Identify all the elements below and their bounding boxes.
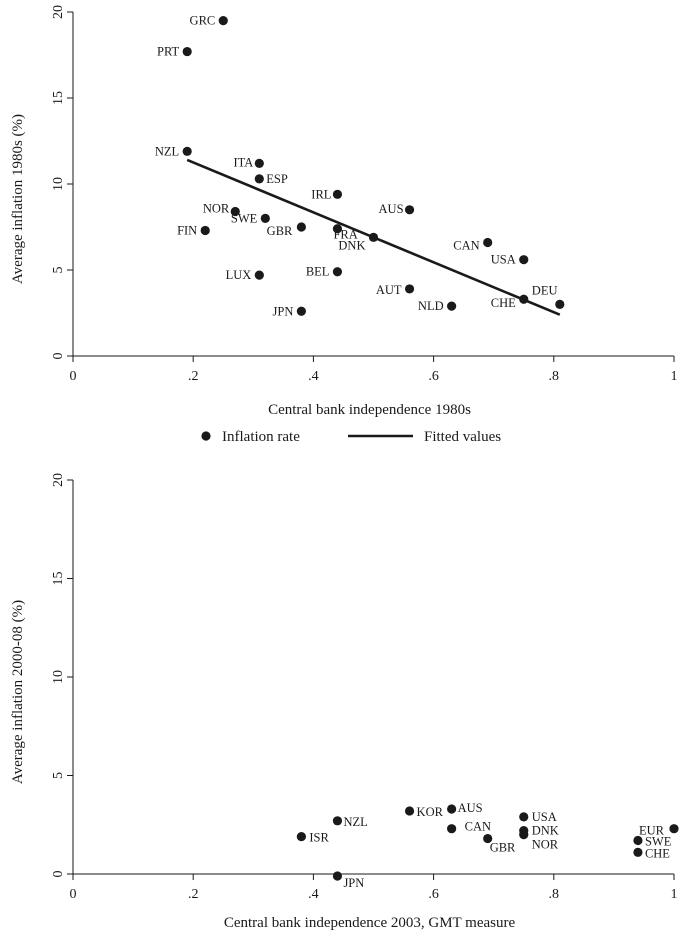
data-point-che [519, 294, 529, 304]
data-point-esp [254, 174, 264, 184]
x-tick-label: .6 [428, 887, 439, 902]
y-tick-label: 15 [51, 91, 66, 105]
data-point-nor [519, 830, 529, 840]
point-label-kor: KOR [417, 805, 444, 819]
data-point-can [483, 237, 493, 248]
x-tick-label: .2 [188, 887, 199, 902]
y-tick-label: 5 [51, 267, 66, 274]
point-label-lux: LUX [226, 268, 252, 282]
point-label-nld: NLD [418, 299, 444, 313]
point-label-grc: GRC [190, 14, 216, 28]
point-label-nor: NOR [203, 202, 230, 216]
data-point-aus [447, 804, 457, 814]
y-tick-label: 0 [51, 353, 66, 360]
point-label-nzl: NZL [343, 815, 367, 829]
point-label-aus: AUS [379, 202, 404, 216]
x-tick-label: .4 [308, 887, 319, 902]
point-label-nor: NOR [532, 838, 559, 852]
point-label-isr: ISR [309, 831, 329, 845]
legend-marker-inflation [201, 431, 211, 441]
point-label-che: CHE [645, 846, 670, 860]
point-label-dnk: DNK [532, 824, 559, 838]
legend-label-fitted: Fitted values [424, 429, 501, 445]
point-label-gbr: GBR [267, 224, 293, 238]
point-label-bel: BEL [306, 265, 330, 279]
point-label-swe: SWE [231, 211, 258, 225]
point-label-irl: IRL [311, 187, 331, 201]
data-point-nzl [182, 146, 192, 156]
data-point-gbr [483, 833, 493, 844]
point-label-prt: PRT [157, 45, 180, 59]
y-tick-label: 10 [51, 177, 66, 191]
point-label-che: CHE [491, 296, 516, 310]
data-point-swe [260, 213, 270, 223]
data-point-prt [182, 46, 192, 57]
point-label-fra: FRA [333, 228, 357, 242]
y-axis-title: Average inflation 2000-08 (%) [10, 600, 26, 784]
point-label-usa: USA [532, 810, 557, 824]
x-tick-label: 1 [671, 369, 678, 384]
x-tick-label: .4 [308, 369, 319, 384]
data-point-isr [296, 831, 306, 842]
data-point-swe [633, 835, 643, 846]
data-point-can [447, 824, 457, 834]
y-axis-title: Average inflation 1980s (%) [10, 114, 26, 284]
data-point-deu [555, 299, 565, 309]
data-point-jpn [332, 871, 343, 881]
data-point-nor [230, 206, 240, 217]
point-label-nzl: NZL [155, 144, 179, 158]
data-point-nzl [332, 816, 343, 826]
point-label-jpn: JPN [273, 304, 294, 318]
x-axis-title: Central bank independence 1980s [268, 402, 471, 418]
data-point-gbr [296, 222, 306, 232]
data-point-irl [332, 189, 343, 199]
data-point-aus [404, 205, 415, 215]
data-point-che [633, 847, 643, 857]
data-point-fin [200, 225, 210, 236]
point-label-can: CAN [465, 820, 491, 834]
data-point-aut [404, 284, 415, 294]
x-tick-label: .2 [188, 369, 199, 384]
y-tick-label: 10 [51, 670, 66, 684]
point-label-aut: AUT [376, 283, 402, 297]
x-tick-label: .6 [428, 369, 439, 384]
x-axis-title: Central bank independence 2003, GMT meas… [224, 915, 516, 931]
y-tick-label: 15 [51, 572, 66, 586]
x-tick-label: 0 [70, 887, 77, 902]
point-label-swe: SWE [645, 835, 672, 849]
point-label-dnk: DNK [338, 238, 365, 252]
data-point-bel [332, 267, 343, 277]
data-point-ita [254, 158, 264, 168]
data-point-kor [404, 806, 415, 816]
y-tick-label: 5 [51, 772, 66, 779]
y-tick-label: 20 [51, 5, 66, 19]
point-label-fin: FIN [177, 223, 197, 237]
x-tick-label: 1 [671, 887, 678, 902]
data-point-eur [669, 824, 679, 834]
y-tick-label: 20 [51, 473, 66, 487]
data-point-usa [519, 255, 529, 265]
data-point-nld [447, 301, 457, 311]
point-label-eur: EUR [639, 824, 665, 838]
x-tick-label: .8 [549, 369, 560, 384]
x-tick-label: .8 [549, 887, 560, 902]
point-label-ita: ITA [233, 155, 253, 169]
data-point-jpn [296, 306, 306, 316]
data-point-lux [254, 270, 264, 280]
point-label-aus: AUS [458, 801, 483, 815]
point-label-can: CAN [453, 238, 479, 252]
x-tick-label: 0 [70, 369, 77, 384]
point-label-gbr: GBR [490, 841, 516, 855]
data-point-dnk [368, 232, 379, 242]
legend-label-inflation: Inflation rate [222, 429, 300, 445]
data-point-usa [519, 812, 529, 822]
data-point-fra [332, 224, 343, 234]
point-label-deu: DEU [532, 283, 558, 297]
point-label-usa: USA [491, 253, 516, 267]
data-point-grc [218, 16, 228, 26]
y-tick-label: 0 [51, 871, 66, 878]
point-label-jpn: JPN [343, 876, 364, 890]
point-label-esp: ESP [266, 172, 288, 186]
